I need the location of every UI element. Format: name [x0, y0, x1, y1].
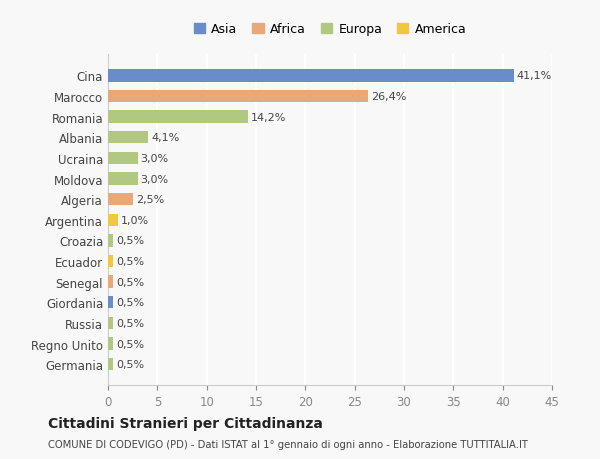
- Text: 2,5%: 2,5%: [136, 195, 164, 205]
- Legend: Asia, Africa, Europa, America: Asia, Africa, Europa, America: [188, 18, 472, 41]
- Text: 0,5%: 0,5%: [116, 236, 144, 246]
- Text: 4,1%: 4,1%: [151, 133, 179, 143]
- Bar: [108, 214, 118, 226]
- Text: 0,5%: 0,5%: [116, 318, 144, 328]
- Text: 3,0%: 3,0%: [140, 174, 169, 184]
- Bar: [108, 297, 113, 309]
- Bar: [108, 132, 148, 144]
- Bar: [108, 317, 113, 330]
- Text: 41,1%: 41,1%: [517, 71, 552, 81]
- Bar: [108, 358, 113, 370]
- Text: COMUNE DI CODEVIGO (PD) - Dati ISTAT al 1° gennaio di ogni anno - Elaborazione T: COMUNE DI CODEVIGO (PD) - Dati ISTAT al …: [48, 440, 528, 449]
- Bar: [108, 235, 113, 247]
- Text: 1,0%: 1,0%: [121, 215, 149, 225]
- Bar: [108, 173, 137, 185]
- Text: 0,5%: 0,5%: [116, 277, 144, 287]
- Bar: [108, 194, 133, 206]
- Text: Cittadini Stranieri per Cittadinanza: Cittadini Stranieri per Cittadinanza: [48, 416, 323, 430]
- Bar: [108, 152, 137, 165]
- Text: 26,4%: 26,4%: [371, 92, 407, 102]
- Text: 0,5%: 0,5%: [116, 297, 144, 308]
- Text: 14,2%: 14,2%: [251, 112, 286, 123]
- Text: 0,5%: 0,5%: [116, 359, 144, 369]
- Text: 3,0%: 3,0%: [140, 154, 169, 163]
- Bar: [108, 276, 113, 288]
- Bar: [108, 91, 368, 103]
- Bar: [108, 70, 514, 83]
- Bar: [108, 255, 113, 268]
- Bar: [108, 111, 248, 123]
- Text: 0,5%: 0,5%: [116, 257, 144, 267]
- Bar: [108, 338, 113, 350]
- Text: 0,5%: 0,5%: [116, 339, 144, 349]
